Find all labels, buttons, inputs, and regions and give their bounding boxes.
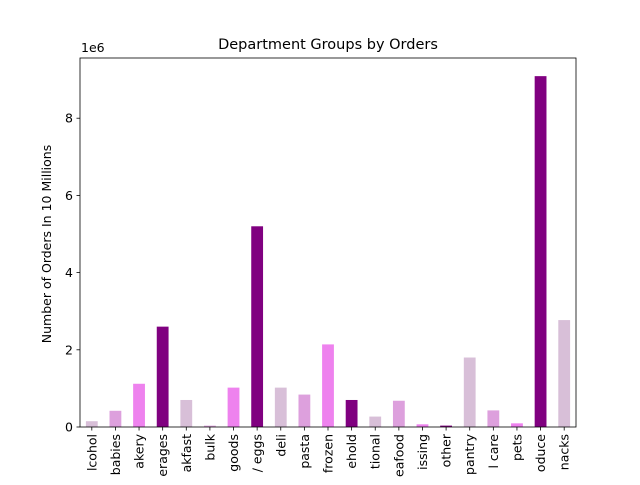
x-tick-label: ehold	[344, 434, 359, 469]
x-tick-label: pantry	[462, 433, 477, 475]
y-tick-label: 8	[65, 111, 73, 126]
x-tick-label: akery	[132, 433, 147, 468]
bar	[204, 425, 216, 427]
bar	[85, 421, 98, 427]
x-tick-label: bulk	[202, 433, 217, 460]
y-axis-offset-text: 1e6	[81, 40, 105, 55]
bar	[392, 400, 405, 427]
x-tick-label: tional	[368, 434, 383, 469]
x-tick-label: eafood	[391, 434, 406, 477]
bar	[463, 357, 476, 427]
x-tick-label: frozen	[321, 434, 336, 473]
x-tick-label: akfast	[179, 434, 194, 472]
bar	[298, 394, 311, 427]
x-tick-label: babies	[108, 434, 123, 475]
x-tick-label: pets	[509, 434, 524, 461]
chart-title: Department Groups by Orders	[218, 37, 438, 53]
x-tick-label: deli	[273, 434, 288, 457]
bar	[487, 410, 500, 427]
x-tick-label: oduce	[533, 434, 548, 472]
bar	[416, 424, 429, 427]
bar	[133, 383, 145, 427]
x-tick-label: l care	[486, 434, 501, 469]
x-tick-label: erages	[155, 434, 170, 477]
bar	[534, 76, 547, 427]
bar	[251, 226, 264, 427]
plot-area: 0 2 4 6 8 lcohol babies akery erages akfast bulk go…	[65, 57, 577, 477]
plot-frame	[79, 57, 577, 428]
bar	[322, 344, 334, 427]
y-tick-label: 6	[65, 188, 73, 203]
bar	[440, 425, 452, 427]
x-tick-label: issing	[415, 434, 430, 470]
bar	[345, 399, 358, 427]
y-tick-label: 0	[65, 420, 73, 435]
x-tick-label: other	[439, 433, 454, 467]
bar	[274, 387, 287, 427]
bar	[511, 423, 523, 427]
bar	[180, 399, 193, 427]
x-tick-label: nacks	[557, 434, 572, 470]
bar	[369, 416, 382, 427]
x-tick-label: lcohol	[84, 434, 99, 471]
y-tick-label: 4	[65, 265, 73, 280]
x-tick-label: / eggs	[250, 434, 265, 472]
x-tick-label: pasta	[297, 434, 312, 469]
bar	[109, 410, 122, 427]
x-tick-label: goods	[226, 434, 241, 472]
bar	[558, 320, 571, 427]
bar	[156, 326, 169, 427]
bar	[227, 387, 240, 427]
y-tick-label: 2	[65, 342, 73, 357]
y-axis-label: Number of Orders In 10 Millions	[39, 145, 54, 343]
